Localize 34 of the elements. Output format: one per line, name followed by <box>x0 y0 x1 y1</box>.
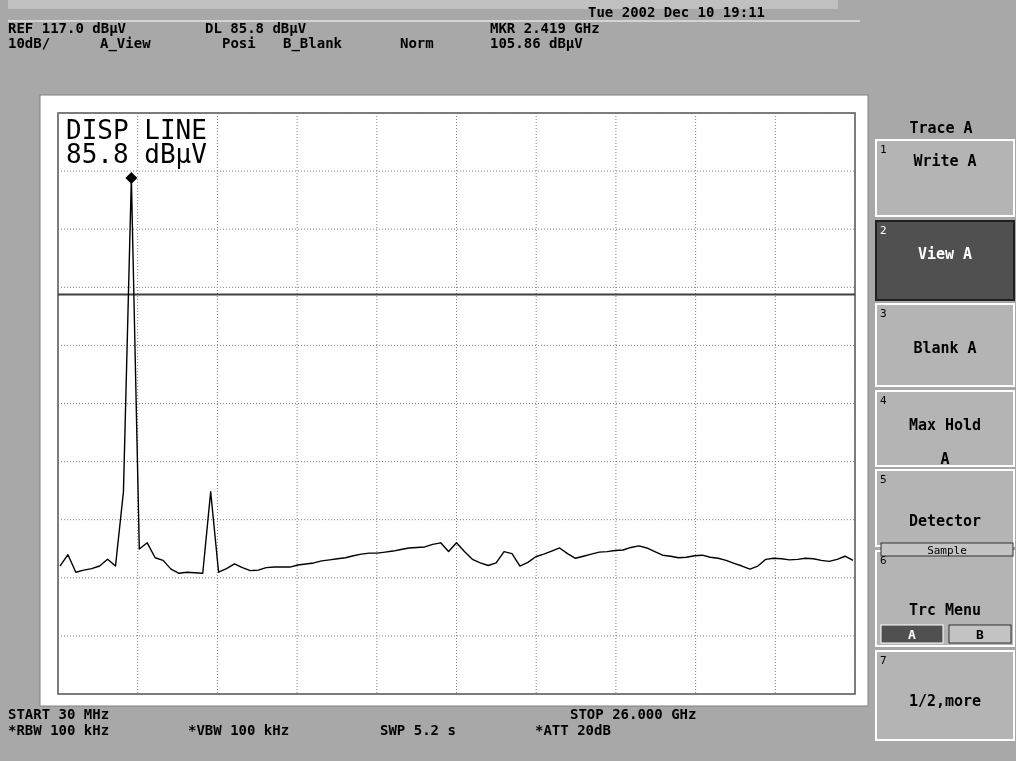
text: Blank A <box>913 339 977 357</box>
text: 2 <box>880 224 887 237</box>
text: Trace A <box>909 119 973 137</box>
text: A <box>908 627 917 642</box>
text: Norm <box>400 35 434 51</box>
text: 1/2,more <box>908 692 982 710</box>
text: B_Blank <box>283 35 343 52</box>
text: DISP LINE 85.8 dBµV <box>66 115 207 169</box>
text: STOP 26.000 GHz <box>570 706 697 722</box>
text: Posi <box>222 35 256 51</box>
text: *VBW 100 kHz <box>188 722 290 738</box>
text: B <box>976 627 985 642</box>
text: Detector <box>908 512 982 530</box>
text: REF 117.0 dBµV <box>8 20 127 36</box>
text: START 30 MHz <box>8 706 110 722</box>
text: A_View <box>100 35 152 52</box>
text: MKR 2.419 GHz 105.86 dBµV <box>490 20 600 51</box>
text: SWP 5.2 s <box>380 722 456 738</box>
text: View A <box>917 245 973 263</box>
text: Max Hold A <box>908 416 982 468</box>
text: 5 <box>880 473 887 486</box>
text: Sample <box>927 544 967 557</box>
text: 1 <box>880 143 887 156</box>
text: DL 85.8 dBµV <box>205 20 307 36</box>
text: Trc Menu <box>908 601 982 619</box>
text: 3 <box>880 307 887 320</box>
text: 7 <box>880 654 887 667</box>
text: 4 <box>880 394 887 407</box>
text: 6 <box>880 554 887 567</box>
text: Tue 2002 Dec 10 19:11 <box>588 4 766 20</box>
text: *RBW 100 kHz <box>8 722 110 738</box>
text: 10dB/ <box>8 35 51 51</box>
text: *ATT 20dB <box>535 722 611 738</box>
text: Write A <box>913 152 977 170</box>
